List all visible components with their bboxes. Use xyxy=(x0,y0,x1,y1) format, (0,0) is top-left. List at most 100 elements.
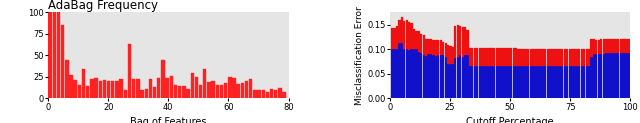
Bar xyxy=(228,77,232,98)
Bar xyxy=(415,31,417,49)
Bar xyxy=(607,39,610,53)
Bar xyxy=(128,44,131,98)
Bar xyxy=(544,49,547,66)
Bar xyxy=(442,42,444,55)
Bar xyxy=(232,78,236,98)
Bar xyxy=(174,85,177,98)
Bar xyxy=(257,90,260,98)
Bar xyxy=(522,66,525,98)
Bar xyxy=(99,81,102,98)
Bar xyxy=(282,92,286,98)
Bar xyxy=(49,12,52,98)
Bar xyxy=(107,81,110,98)
Bar xyxy=(452,64,454,98)
Bar xyxy=(464,55,466,98)
Bar xyxy=(549,49,551,66)
Bar xyxy=(586,49,588,66)
Bar xyxy=(617,39,620,53)
Bar xyxy=(586,66,588,98)
Bar xyxy=(498,48,500,66)
Text: AdaBag Frequency: AdaBag Frequency xyxy=(48,0,158,12)
Bar xyxy=(607,53,610,98)
Bar xyxy=(476,48,478,66)
Bar xyxy=(170,76,173,98)
Bar xyxy=(440,55,442,98)
Bar xyxy=(447,64,449,98)
Bar xyxy=(90,79,93,98)
Bar xyxy=(422,55,425,98)
Bar xyxy=(522,49,525,66)
Bar xyxy=(593,54,595,98)
Bar xyxy=(467,30,468,55)
Bar xyxy=(605,53,607,98)
Bar xyxy=(406,20,408,49)
Bar xyxy=(600,54,602,98)
Bar xyxy=(602,39,605,54)
Bar xyxy=(396,26,398,49)
Bar xyxy=(595,54,598,98)
Bar xyxy=(612,53,614,98)
Bar xyxy=(69,75,73,98)
Bar xyxy=(278,88,282,98)
Bar xyxy=(564,66,566,98)
Bar xyxy=(220,85,223,98)
Bar xyxy=(600,39,602,54)
Bar xyxy=(578,66,580,98)
Bar xyxy=(564,49,566,66)
Bar xyxy=(415,49,417,98)
Bar xyxy=(602,54,605,98)
X-axis label: Cutoff Percentage: Cutoff Percentage xyxy=(467,117,554,123)
Bar xyxy=(74,80,77,98)
Bar xyxy=(547,49,549,66)
Bar xyxy=(157,78,161,98)
Bar xyxy=(588,66,590,98)
Bar xyxy=(433,55,435,98)
Bar xyxy=(552,49,554,66)
Bar xyxy=(430,39,432,54)
Bar xyxy=(534,66,537,98)
Bar xyxy=(622,39,624,53)
Bar xyxy=(452,47,454,64)
Bar xyxy=(614,39,617,53)
Bar xyxy=(103,80,106,98)
Bar xyxy=(559,66,561,98)
Bar xyxy=(396,49,398,98)
Bar xyxy=(573,49,575,66)
Bar xyxy=(422,35,425,55)
Bar xyxy=(115,81,118,98)
Bar xyxy=(515,66,517,98)
Bar xyxy=(136,79,140,98)
Bar xyxy=(520,66,522,98)
Bar xyxy=(527,49,529,66)
Bar xyxy=(178,86,181,98)
Bar xyxy=(493,66,495,98)
Bar xyxy=(491,66,493,98)
Bar xyxy=(561,49,563,66)
Bar xyxy=(461,27,464,57)
Bar xyxy=(391,28,393,49)
Bar xyxy=(527,66,529,98)
Y-axis label: Misclassification Error: Misclassification Error xyxy=(355,6,364,105)
Bar xyxy=(534,49,537,66)
Bar xyxy=(537,49,539,66)
Bar xyxy=(52,12,56,98)
Bar xyxy=(442,55,444,98)
Bar xyxy=(61,25,65,98)
Bar xyxy=(237,84,240,98)
Bar xyxy=(552,66,554,98)
Bar xyxy=(503,48,505,66)
Bar xyxy=(457,57,459,98)
Bar xyxy=(488,66,490,98)
Bar xyxy=(629,53,632,98)
Bar xyxy=(398,20,401,43)
Bar xyxy=(418,31,420,52)
Bar xyxy=(77,85,81,98)
Bar xyxy=(571,49,573,66)
Bar xyxy=(262,90,265,98)
Bar xyxy=(401,17,403,43)
Bar xyxy=(605,39,607,53)
Bar xyxy=(401,43,403,98)
Bar xyxy=(580,49,583,66)
Bar xyxy=(394,28,396,49)
Bar xyxy=(249,79,252,98)
